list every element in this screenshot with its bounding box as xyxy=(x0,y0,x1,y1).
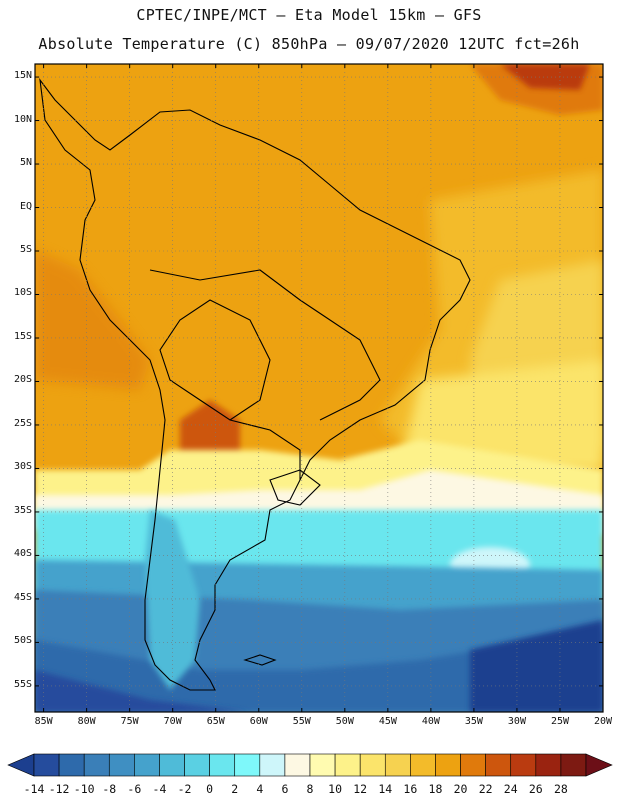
colorbar-box-18 xyxy=(460,753,486,777)
lat-label-35S: 35S xyxy=(13,504,32,516)
lat-label-10S: 10S xyxy=(13,287,32,299)
lat-label-20S: 20S xyxy=(13,374,32,386)
lon-label-85W: 85W xyxy=(34,716,53,727)
colorbar-box-4 xyxy=(108,753,135,777)
colorbar-box-16 xyxy=(410,753,436,777)
lat-lon-grid xyxy=(35,64,604,712)
colorbar-tick-5: -4 xyxy=(152,782,167,796)
field-blue-se xyxy=(470,620,603,712)
colorbar-box-17 xyxy=(435,753,461,777)
lon-label-50W: 50W xyxy=(335,716,354,727)
lat-label-5N: 5N xyxy=(19,157,32,169)
field-atlantic-lighter xyxy=(400,360,603,470)
colorbar-tick-8: 2 xyxy=(231,782,239,796)
lat-label-15N: 15N xyxy=(13,70,32,82)
colorbar-box-2 xyxy=(58,753,85,777)
lat-label-5S: 5S xyxy=(19,244,32,255)
field-blue-sw xyxy=(35,670,250,712)
colorbar-tick-13: 12 xyxy=(353,782,368,796)
colorbar-tick-12: 10 xyxy=(328,782,342,796)
colorbar-tick-9: 4 xyxy=(256,782,264,796)
border-line-1 xyxy=(149,269,381,421)
lon-label-55W: 55W xyxy=(292,716,311,727)
map-frame xyxy=(34,63,604,713)
colorbar-box-20 xyxy=(510,753,537,777)
lon-label-65W: 65W xyxy=(206,716,225,727)
colorbar-tick-17: 20 xyxy=(453,782,468,796)
lon-label-60W: 60W xyxy=(249,716,268,727)
colorbar-tick-14: 14 xyxy=(378,782,393,796)
colorbar-box-3 xyxy=(83,753,110,777)
lat-label-25S: 25S xyxy=(13,417,32,429)
lat-label-10N: 10N xyxy=(13,113,32,125)
axis-ticks xyxy=(35,64,604,712)
border-line-3 xyxy=(229,419,301,480)
colorbar-tick-16: 18 xyxy=(428,782,443,796)
lat-label-40S: 40S xyxy=(13,548,32,560)
map-title-line1: CPTEC/INPE/MCT – Eta Model 15km – GFS xyxy=(136,6,482,24)
colorbar-box-15 xyxy=(384,753,411,777)
lon-label-25W: 25W xyxy=(550,716,569,727)
lat-label-55S: 55S xyxy=(13,678,32,690)
colorbar-box-14 xyxy=(359,753,386,777)
colorbar-box-7 xyxy=(184,753,210,777)
colorbar-arrow-low xyxy=(7,753,35,777)
uruguay-outline xyxy=(269,469,321,506)
colorbar-tick-19: 24 xyxy=(503,782,518,796)
falklands xyxy=(243,654,277,666)
coastlines xyxy=(39,78,471,691)
lon-label-75W: 75W xyxy=(120,716,139,727)
colorbar-box-21 xyxy=(535,753,562,777)
colorbar-box-13 xyxy=(334,753,361,777)
lat-label-EQ: EQ xyxy=(19,200,32,212)
colorbar xyxy=(7,753,613,777)
lon-label-30W: 30W xyxy=(507,716,526,727)
lon-label-45W: 45W xyxy=(378,716,397,727)
lat-label-45S: 45S xyxy=(13,591,32,603)
colorbar-box-9 xyxy=(234,753,261,777)
field-hot-ne-core xyxy=(500,64,590,90)
colorbar-tick-10: 6 xyxy=(281,782,289,796)
colorbar-box-5 xyxy=(134,753,160,777)
lon-label-80W: 80W xyxy=(77,716,96,727)
colorbar-tick-11: 8 xyxy=(306,782,314,796)
map-title-line2: Absolute Temperature (C) 850hPa – 09/07/… xyxy=(38,35,580,53)
colorbar-tick-3: -8 xyxy=(102,782,117,796)
colorbar-tick-6: -2 xyxy=(177,782,192,796)
colorbar-arrow-high xyxy=(585,753,613,777)
lon-label-70W: 70W xyxy=(163,716,182,727)
lat-label-50S: 50S xyxy=(13,635,32,647)
lon-label-35W: 35W xyxy=(464,716,483,727)
lon-label-20W: 20W xyxy=(593,716,613,727)
colorbar-tick-18: 22 xyxy=(478,782,493,796)
colorbar-tick-1: -12 xyxy=(48,782,70,796)
colorbar-tick-0: -14 xyxy=(23,782,45,796)
colorbar-box-22 xyxy=(560,753,587,777)
lon-label-40W: 40W xyxy=(421,716,440,727)
south-america-coastline xyxy=(39,78,471,691)
border-line-2 xyxy=(159,299,271,421)
colorbar-box-11 xyxy=(284,753,311,777)
colorbar-box-6 xyxy=(159,753,185,777)
colorbar-box-10 xyxy=(259,753,286,777)
colorbar-box-8 xyxy=(209,753,236,777)
field-blue-deeper xyxy=(35,630,603,712)
lat-label-30S: 30S xyxy=(13,461,32,473)
colorbar-tick-7: 0 xyxy=(206,782,214,796)
lat-label-15S: 15S xyxy=(13,330,32,342)
colorbar-box-12 xyxy=(309,753,336,777)
colorbar-tick-4: -6 xyxy=(127,782,142,796)
colorbar-box-1 xyxy=(33,753,60,777)
colorbar-tick-15: 16 xyxy=(403,782,418,796)
colorbar-tick-20: 26 xyxy=(528,782,543,796)
field-pacific-warm xyxy=(35,250,150,390)
colorbar-box-19 xyxy=(485,753,512,777)
colorbar-tick-21: 28 xyxy=(553,782,568,796)
colorbar-tick-2: -10 xyxy=(73,782,95,796)
